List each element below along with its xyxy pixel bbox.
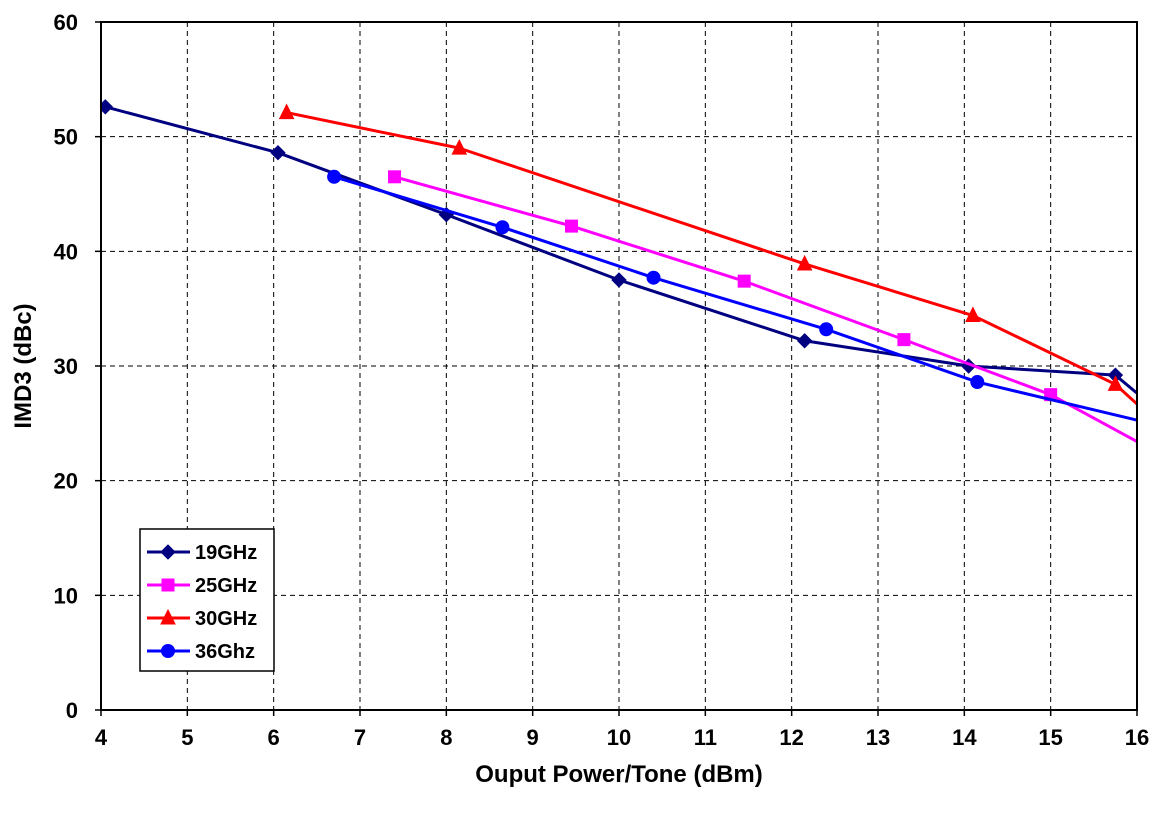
legend-label: 30GHz [195, 608, 257, 630]
x-tick-label: 7 [354, 725, 366, 750]
data-point [611, 272, 627, 288]
y-tick-label: 40 [54, 239, 78, 264]
data-point [965, 306, 981, 323]
y-tick-label: 30 [54, 354, 78, 379]
data-point [897, 333, 911, 347]
x-tick-label: 14 [952, 725, 977, 750]
legend-item: 19GHz [147, 542, 257, 564]
y-tick-label: 10 [54, 583, 78, 608]
x-tick-label: 9 [527, 725, 539, 750]
legend-label: 36Ghz [195, 641, 255, 663]
data-point [819, 322, 834, 337]
legend-item: 25GHz [147, 575, 257, 597]
x-tick-label: 8 [440, 725, 452, 750]
y-axis: 0 10 20 30 40 50 60 [54, 10, 101, 723]
data-point [451, 139, 468, 155]
data-point [1107, 375, 1124, 391]
data-point [970, 375, 985, 390]
x-axis-title: Ouput Power/Tone (dBm) [475, 761, 763, 788]
x-tick-label: 4 [95, 725, 108, 750]
data-point [646, 270, 661, 285]
legend-label: 19GHz [195, 542, 257, 564]
x-tick-label: 15 [1038, 725, 1062, 750]
y-tick-label: 0 [66, 698, 78, 723]
series-30GHz [278, 103, 1137, 407]
x-tick-label: 13 [866, 725, 890, 750]
data-point [737, 274, 751, 288]
data-point [278, 103, 295, 120]
x-tick-label: 6 [268, 725, 280, 750]
legend-item: 36Ghz [147, 641, 255, 663]
legend-item: 30GHz [147, 608, 257, 630]
x-tick-label: 16 [1125, 725, 1149, 750]
y-tick-label: 50 [54, 125, 78, 150]
legend-marker [161, 578, 175, 592]
legend-marker [161, 644, 175, 658]
legend-label: 25GHz [195, 575, 257, 597]
legend-marker [160, 544, 176, 560]
data-point [101, 99, 114, 115]
data-point [796, 333, 813, 349]
data-point [388, 170, 402, 184]
y-tick-label: 60 [54, 10, 78, 35]
legend: 19GHz 25GHz 30GHz 36Ghz [139, 528, 275, 672]
x-tick-label: 11 [694, 725, 717, 750]
x-tick-label: 5 [181, 725, 193, 750]
x-tick-label: 10 [607, 725, 631, 750]
series-36Ghz [327, 169, 1137, 422]
data-point [565, 219, 579, 233]
series-line [333, 175, 1137, 422]
legend-marker [160, 608, 176, 625]
data-point [327, 169, 342, 184]
data-point [270, 145, 286, 161]
y-axis-title: IMD3 (dBc) [10, 303, 37, 428]
y-tick-label: 20 [54, 469, 78, 494]
x-axis: 4 5 6 7 8 9 10 11 12 13 14 15 16 [95, 710, 1149, 750]
series-layer [101, 99, 1137, 444]
data-point [495, 220, 510, 235]
data-point [796, 254, 813, 271]
x-tick-label: 12 [779, 725, 803, 750]
